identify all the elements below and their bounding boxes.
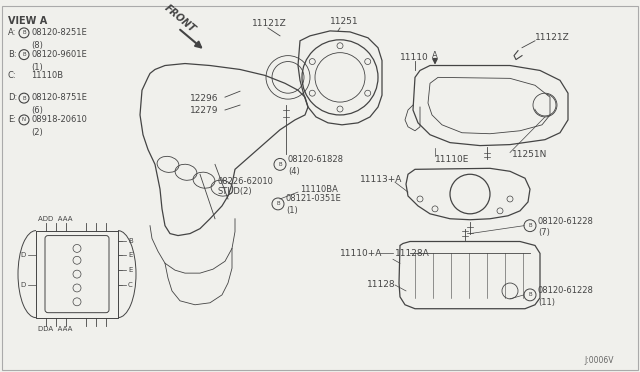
- Text: (11): (11): [538, 298, 555, 307]
- Text: 11128: 11128: [367, 280, 396, 289]
- Text: 08120-8251E: 08120-8251E: [31, 28, 87, 37]
- Text: 11110+A: 11110+A: [340, 249, 382, 258]
- Text: 08120-61828: 08120-61828: [288, 155, 344, 164]
- Text: (8): (8): [31, 41, 43, 50]
- Text: B: B: [128, 237, 132, 244]
- Text: DDA  AAA: DDA AAA: [38, 327, 72, 333]
- Text: 12296: 12296: [190, 94, 218, 103]
- Text: (2): (2): [31, 128, 43, 137]
- Text: D: D: [20, 252, 25, 258]
- Text: B: B: [276, 201, 280, 206]
- Text: J:0006V: J:0006V: [584, 356, 614, 365]
- Text: A: A: [432, 51, 438, 60]
- Text: 08226-62010: 08226-62010: [218, 177, 274, 186]
- Text: (4): (4): [288, 167, 300, 176]
- Text: B: B: [22, 96, 26, 101]
- Text: 08120-61228: 08120-61228: [538, 217, 594, 226]
- Text: C:: C:: [8, 71, 17, 80]
- Text: STUD(2): STUD(2): [218, 187, 253, 196]
- Text: 11113+A: 11113+A: [360, 175, 403, 184]
- Text: B: B: [528, 292, 532, 297]
- Text: 08120-9601E: 08120-9601E: [31, 50, 87, 59]
- Text: 08918-20610: 08918-20610: [31, 115, 87, 124]
- Text: 11128A: 11128A: [395, 249, 429, 258]
- Text: 11110BA: 11110BA: [300, 185, 338, 193]
- Text: A:: A:: [8, 28, 17, 37]
- Text: N: N: [22, 118, 26, 122]
- Text: 11110E: 11110E: [435, 155, 469, 164]
- Text: E: E: [128, 252, 132, 258]
- Text: 12279: 12279: [190, 106, 218, 115]
- Text: VIEW A: VIEW A: [8, 16, 47, 26]
- Text: B: B: [22, 52, 26, 57]
- Text: ADD  AAA: ADD AAA: [38, 216, 72, 222]
- Text: C: C: [128, 282, 132, 288]
- Text: FRONT: FRONT: [163, 3, 198, 35]
- Text: 11110: 11110: [400, 53, 429, 62]
- Text: B: B: [528, 223, 532, 228]
- Text: E: E: [128, 267, 132, 273]
- Text: 08120-8751E: 08120-8751E: [31, 93, 87, 102]
- Text: E:: E:: [8, 115, 16, 124]
- Text: B: B: [278, 162, 282, 167]
- Text: (1): (1): [31, 62, 43, 71]
- Text: 11121Z: 11121Z: [252, 19, 287, 29]
- Text: 08121-0351E: 08121-0351E: [286, 195, 342, 203]
- Text: (6): (6): [31, 106, 43, 115]
- Text: D:: D:: [8, 93, 17, 102]
- Text: B: B: [22, 31, 26, 35]
- Text: (7): (7): [538, 228, 550, 237]
- Text: B:: B:: [8, 50, 17, 59]
- Text: 11251N: 11251N: [512, 150, 547, 159]
- Text: 11121Z: 11121Z: [535, 33, 570, 42]
- Text: 11251: 11251: [330, 16, 358, 26]
- Text: 08120-61228: 08120-61228: [538, 286, 594, 295]
- Text: 11110B: 11110B: [31, 71, 63, 80]
- Text: D: D: [20, 282, 25, 288]
- Text: (1): (1): [286, 206, 298, 215]
